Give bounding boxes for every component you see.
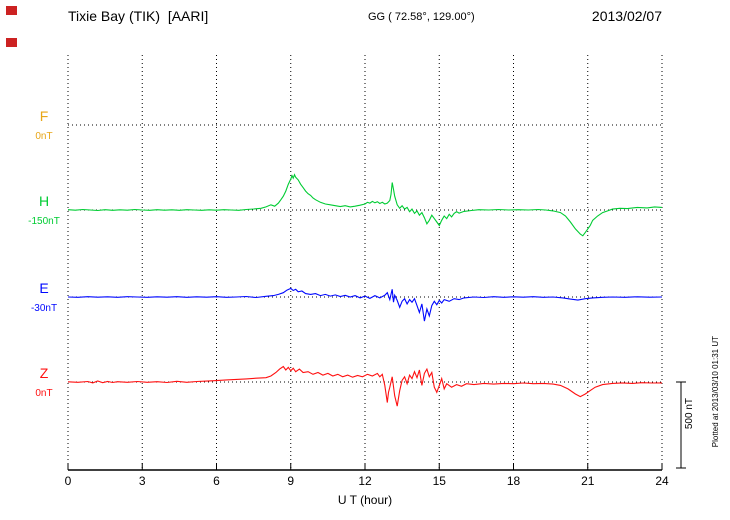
x-tick-label: 24 (655, 474, 669, 488)
red-marker-top (6, 6, 17, 15)
red-marker-bottom (6, 38, 17, 47)
observation-date: 2013/02/07 (591, 8, 662, 24)
x-tick-label: 6 (213, 474, 220, 488)
x-axis-title: U T (hour) (337, 493, 393, 507)
component-letter-Z: Z (39, 365, 49, 381)
trace-Z (67, 365, 663, 407)
trace-H (67, 173, 663, 237)
x-tick-label: 15 (432, 474, 446, 488)
x-tick-label: 18 (506, 474, 521, 488)
x-tick-label: 21 (581, 474, 595, 488)
component-label-H: H -150nT (18, 193, 70, 227)
x-tick-label: 0 (64, 474, 72, 488)
x-tick-label: 9 (287, 474, 295, 488)
component-label-E: E -30nT (18, 280, 70, 314)
scale-bar-label: 500 nT (684, 398, 695, 430)
x-tick-label: 3 (138, 474, 146, 488)
component-label-Z: Z 0nT (18, 365, 70, 399)
x-tick-label: 12 (358, 474, 372, 488)
component-letter-H: H (38, 193, 50, 209)
geo-coordinates: GG ( 72.58°, 129.00°) (368, 11, 475, 23)
station-title: Tixie Bay (TIK) [AARI] (68, 8, 209, 24)
plot-timestamp-note: Plotted at 2013/03/10 01:31 UT (711, 336, 720, 448)
component-baseline-H: -150nT (28, 216, 60, 227)
component-baseline-F: 0nT (35, 131, 53, 142)
component-letter-E: E (39, 280, 49, 296)
component-letter-F: F (39, 108, 49, 124)
component-baseline-E: -30nT (30, 303, 58, 314)
trace-E (67, 287, 663, 322)
component-label-F: F 0nT (18, 108, 70, 142)
component-baseline-Z: 0nT (35, 388, 53, 399)
